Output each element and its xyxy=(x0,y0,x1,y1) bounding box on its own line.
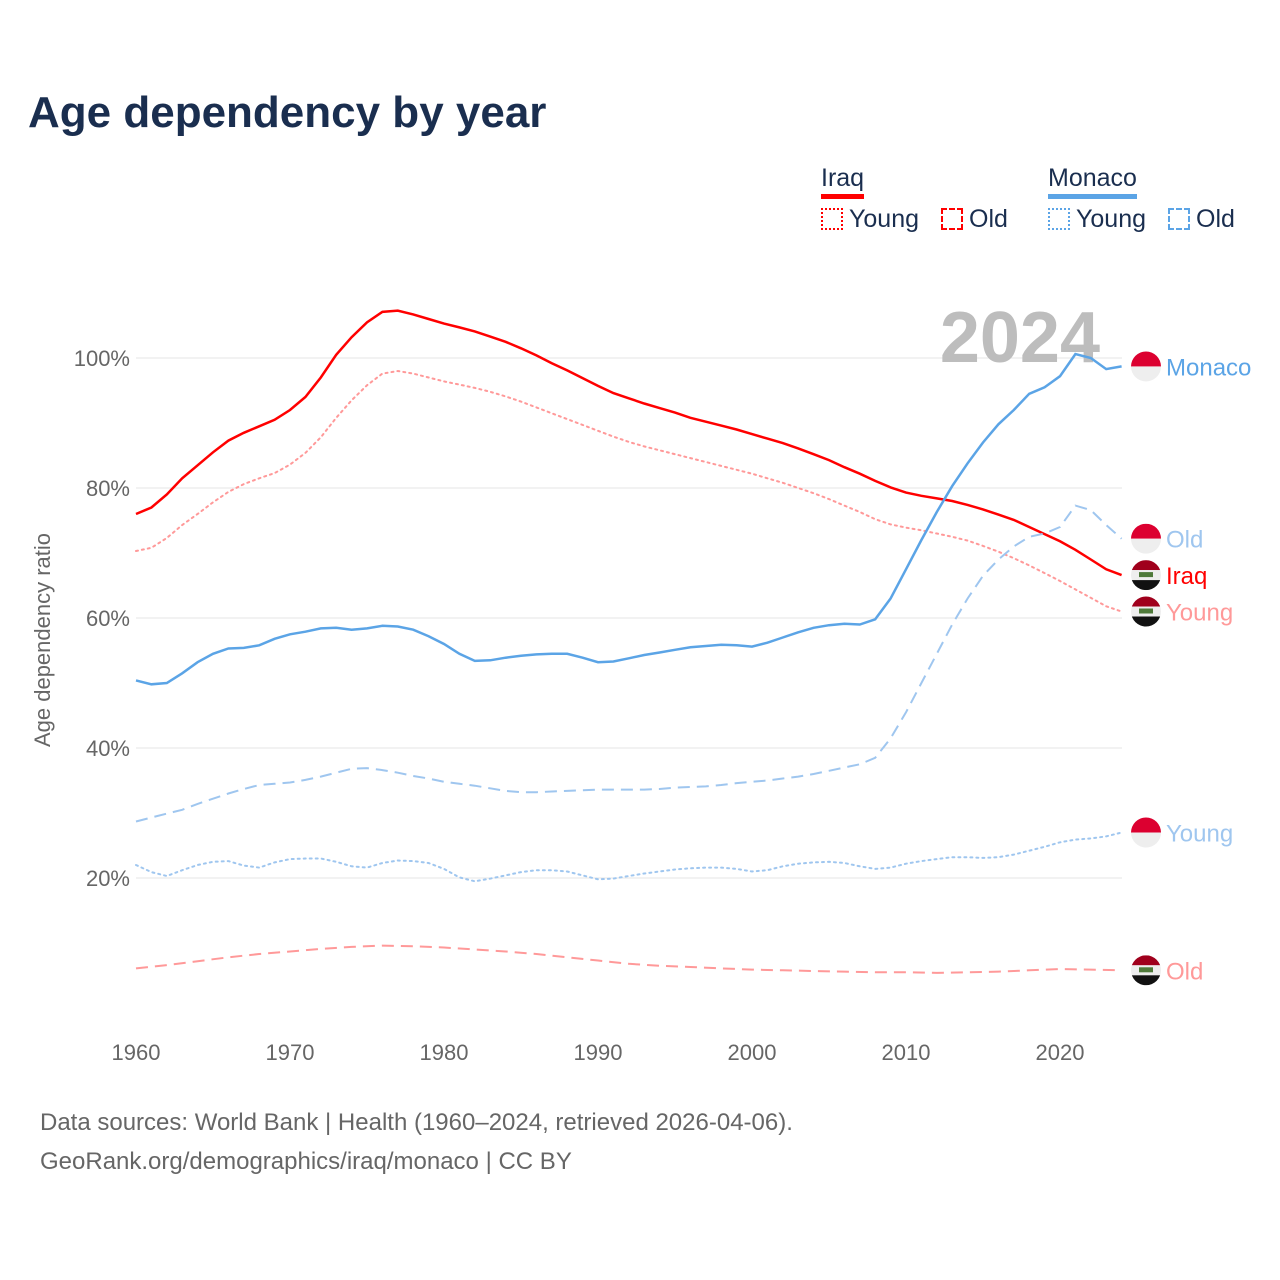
legend-item-monaco-old[interactable]: Old xyxy=(1168,205,1235,234)
flag-band xyxy=(1131,817,1161,833)
y-axis-label: Age dependency ratio xyxy=(30,533,55,747)
flag-script xyxy=(1139,572,1153,578)
x-tick-label: 1990 xyxy=(574,1040,623,1065)
flag-script xyxy=(1139,967,1153,973)
legend-item-iraq-young[interactable]: Young xyxy=(821,205,919,234)
series-line-iraq-old xyxy=(135,944,1122,974)
legend-label: Old xyxy=(969,205,1008,233)
legend-country-monaco[interactable]: Monaco xyxy=(1048,164,1137,199)
legend-item-iraq-old[interactable]: Old xyxy=(941,205,1008,234)
legend-label: Young xyxy=(1076,205,1146,233)
y-tick-label: 100% xyxy=(74,346,130,371)
x-tick-label: 1960 xyxy=(112,1040,161,1065)
flag-band xyxy=(1131,580,1161,591)
source-url[interactable]: GeoRank.org/demographics/iraq/monaco | C… xyxy=(40,1148,572,1175)
series-line-monaco-old xyxy=(135,504,1123,823)
flag-band xyxy=(1131,538,1161,554)
series-line-monaco-young xyxy=(135,831,1123,883)
flag-band xyxy=(1131,616,1161,627)
x-tick-label: 2020 xyxy=(1036,1040,1085,1065)
series-line-iraq-young xyxy=(135,369,1123,613)
x-tick-label: 2010 xyxy=(882,1040,931,1065)
series-line-monaco xyxy=(135,352,1122,686)
y-tick-label: 20% xyxy=(86,866,130,891)
year-watermark: 2024 xyxy=(940,298,1100,378)
end-label-iraq-old: Old xyxy=(1166,958,1203,985)
x-tick-label: 1980 xyxy=(420,1040,469,1065)
flag-band xyxy=(1131,523,1161,539)
flag-script xyxy=(1139,608,1153,614)
flag-band xyxy=(1131,975,1161,986)
y-tick-label: 80% xyxy=(86,476,130,501)
flag-band xyxy=(1131,366,1161,382)
dotted-swatch-icon xyxy=(821,208,843,230)
y-tick-label: 40% xyxy=(86,736,130,761)
legend-item-monaco-young[interactable]: Young xyxy=(1048,205,1146,234)
legend-country-iraq[interactable]: Iraq xyxy=(821,164,865,199)
x-tick-label: 2000 xyxy=(728,1040,777,1065)
end-label-monaco-old: Old xyxy=(1166,527,1203,554)
legend-group-iraq: Iraq xyxy=(821,164,865,199)
monaco-flag-icon xyxy=(1131,817,1161,848)
source-note: Data sources: World Bank | Health (1960–… xyxy=(40,1109,793,1136)
dotted-swatch-icon xyxy=(1048,208,1070,230)
dashed-swatch-icon xyxy=(941,208,963,230)
monaco-flag-icon xyxy=(1131,351,1161,382)
iraq-flag-icon xyxy=(1131,596,1161,627)
x-tick-label: 1970 xyxy=(266,1040,315,1065)
legend-label: Old xyxy=(1196,205,1235,233)
end-label-monaco: Monaco xyxy=(1166,354,1251,381)
monaco-flag-icon xyxy=(1131,523,1161,554)
dashed-swatch-icon xyxy=(1168,208,1190,230)
end-label-monaco-young: Young xyxy=(1166,821,1233,848)
end-label-iraq-young: Young xyxy=(1166,600,1233,627)
flag-band xyxy=(1131,955,1161,966)
legend-group-monaco: Monaco xyxy=(1048,164,1137,199)
flag-band xyxy=(1131,832,1161,848)
y-tick-label: 60% xyxy=(86,606,130,631)
series-line-iraq xyxy=(135,309,1123,577)
legend-label: Young xyxy=(849,205,919,233)
iraq-flag-icon xyxy=(1131,955,1161,986)
chart-title: Age dependency by year xyxy=(28,88,547,137)
flag-band xyxy=(1131,596,1161,607)
flag-band xyxy=(1131,560,1161,571)
end-label-iraq: Iraq xyxy=(1166,563,1207,590)
flag-band xyxy=(1131,351,1161,367)
iraq-flag-icon xyxy=(1131,560,1161,591)
